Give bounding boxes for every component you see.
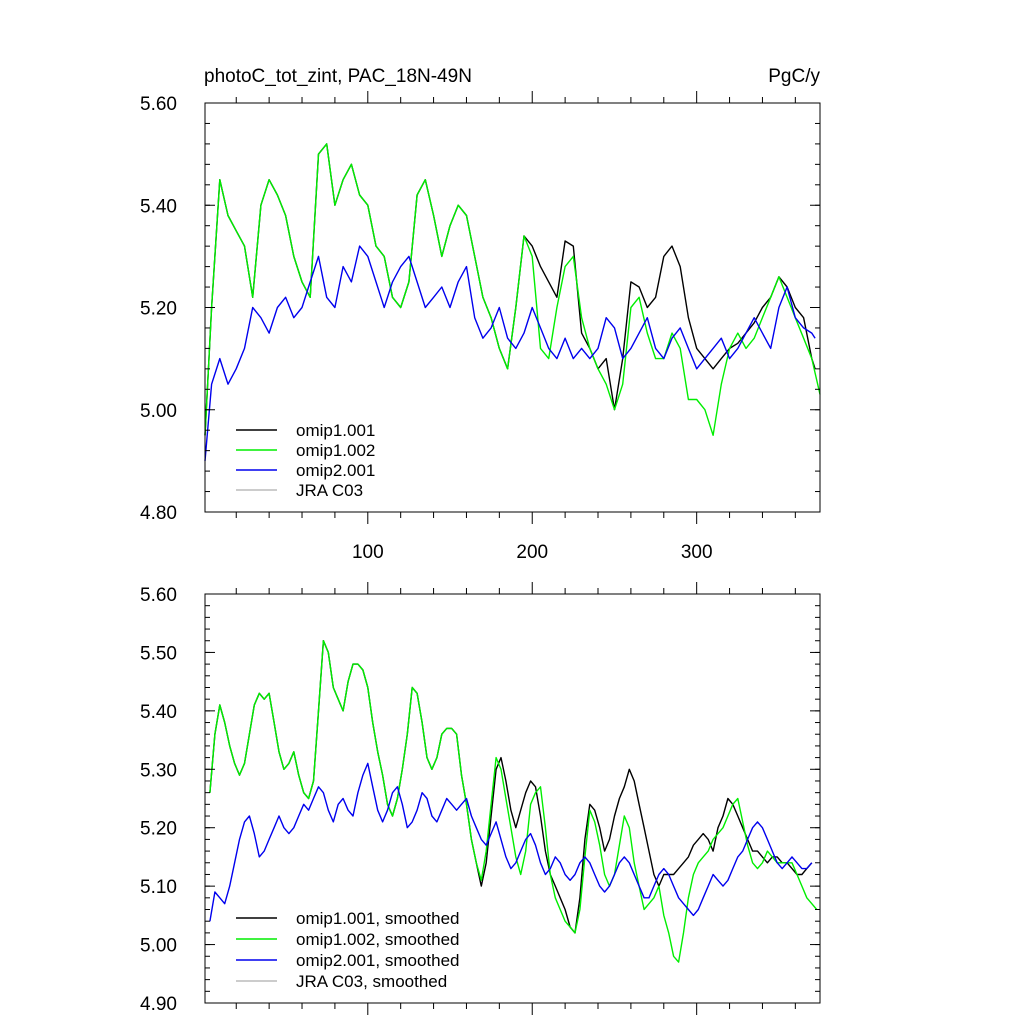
ticks-layer: 5.60 5.40 5.20 5.00 4.80 100 200 300 [140,91,820,563]
y-tick-label: 4.90 [140,994,177,1015]
series-line-0 [209,640,813,934]
series-line-2 [204,245,816,461]
series-layer [204,143,821,461]
y-tick-label: 5.30 [140,760,177,781]
y-tick-label: 5.20 [140,819,177,840]
series-line-0 [204,143,816,436]
top-panel: photoC_tot_zint, PAC_18N-49N PgC/y 5.605… [140,66,821,563]
series-layer [209,640,818,963]
ticks-layer: 5.60 5.50 5.40 5.30 5.20 5.10 5.00 4.90 [140,582,820,1015]
y-tick-label: 5.20 [140,299,177,320]
series-line-1 [204,143,821,436]
plot-frame [204,593,821,1004]
legend-label: omip1.001, smoothed [296,909,460,928]
series-line-1 [209,640,818,963]
x-tick-label: 300 [681,542,713,563]
y-tick-label: 5.00 [140,936,177,957]
y-tick-label: 5.40 [140,702,177,723]
legend-label: omip2.001 [296,461,375,480]
legend-label: omip1.002, smoothed [296,930,460,949]
bottom-panel: 5.60 5.50 5.40 5.30 5.20 5.10 5.00 4.90 omip1.0… [140,582,821,1015]
x-tick-label: 100 [352,542,384,563]
legend-label: omip1.002 [296,441,375,460]
y-tick-label: 4.80 [140,503,177,524]
legend-label: omip1.001 [296,421,375,440]
series-line-2 [209,762,813,922]
y-tick-label: 5.00 [140,401,177,422]
legend-label: omip2.001, smoothed [296,951,460,970]
legend: omip1.001, smoothed omip1.002, smoothed om… [236,909,460,991]
units-label: PgC/y [768,66,820,87]
y-tick-label: 5.60 [140,94,177,115]
x-tick-label: 200 [516,542,548,563]
y-tick-label: 5.50 [140,643,177,664]
legend-label: JRA C03, smoothed [296,972,447,991]
y-tick-label: 5.60 [140,585,177,606]
y-tick-label: 5.10 [140,877,177,898]
legend-label: JRA C03 [296,481,363,500]
chart-title: photoC_tot_zint, PAC_18N-49N [204,66,472,87]
y-tick-label: 5.40 [140,196,177,217]
